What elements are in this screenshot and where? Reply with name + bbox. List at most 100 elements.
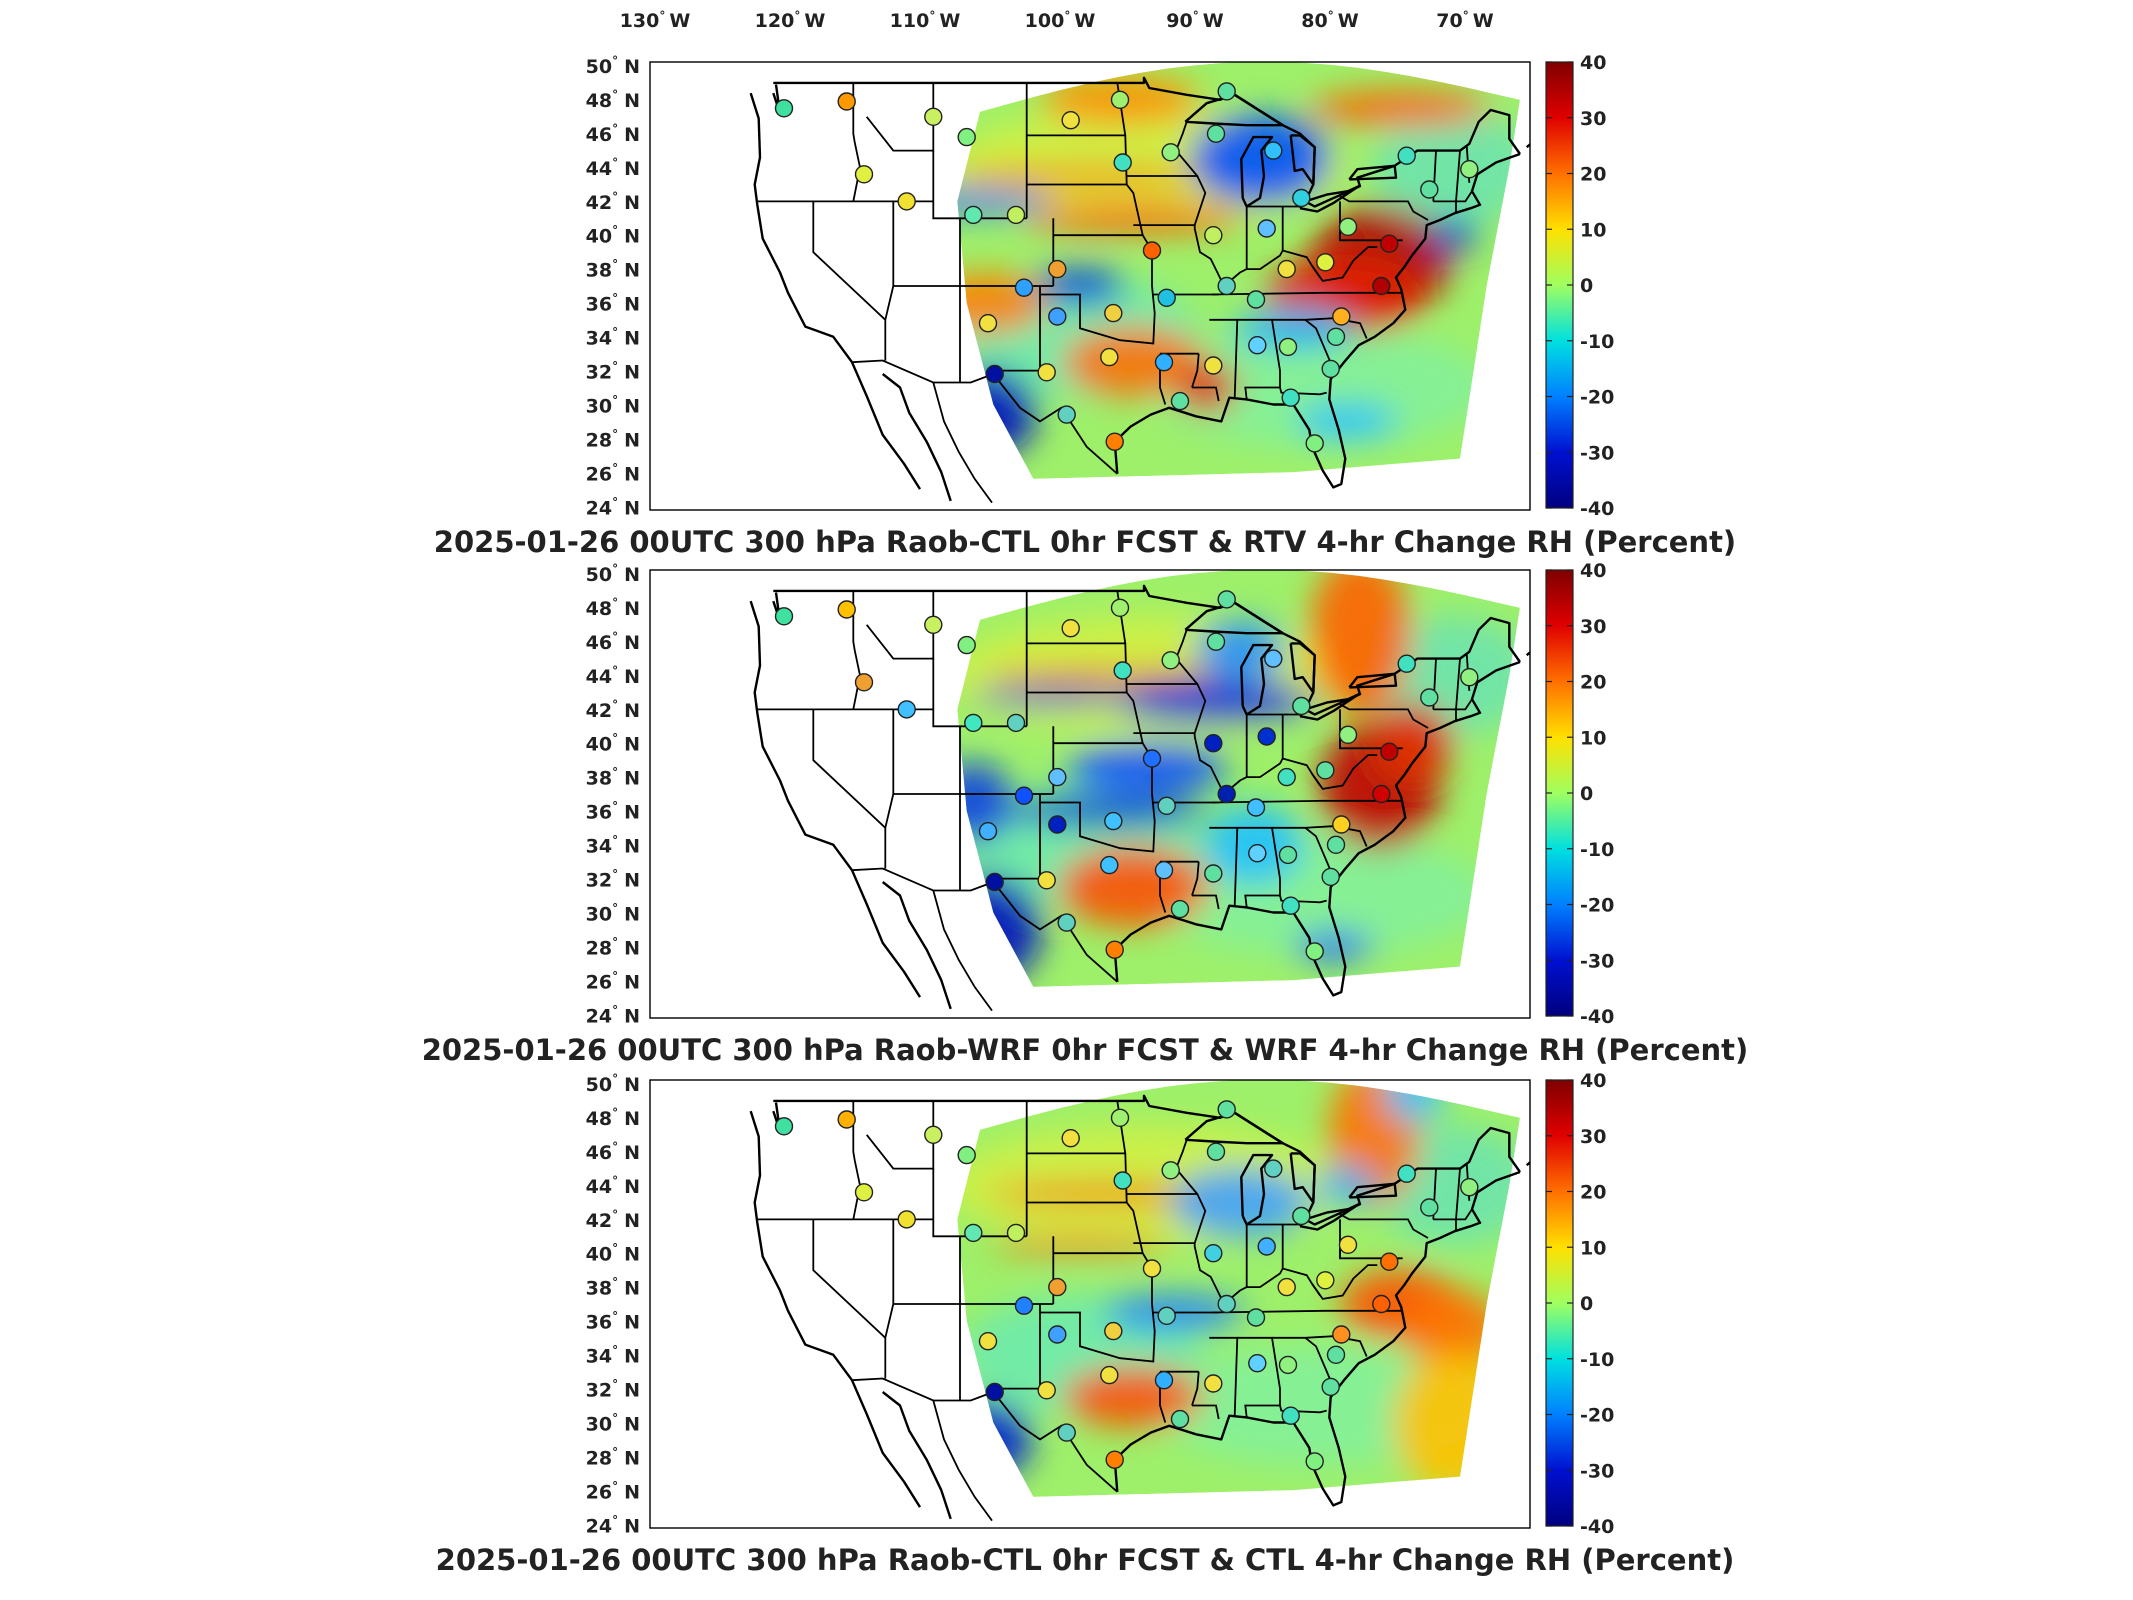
raob-station [1316,253,1335,272]
raob-station [1305,434,1324,453]
latitude-label: 26° N [586,461,640,485]
latitude-label: 28° N [586,935,640,959]
raob-station [1326,327,1346,346]
raob-station [1048,815,1067,834]
raob-station [897,192,916,211]
raob-station [1372,276,1391,296]
raob-station [1217,590,1236,609]
raob-station [1281,1406,1300,1425]
raob-station [1326,835,1346,854]
raob-station [1316,761,1335,780]
latitude-label: 24° N [586,1003,640,1027]
colorbar-tick-label: 20 [1580,164,1606,186]
latitude-label: 48° N [586,1106,640,1130]
colorbar-tick-label: -40 [1580,1006,1614,1028]
raob-station [1281,896,1300,915]
longitude-label: 80° W [1301,9,1358,32]
raob-station [1217,784,1236,804]
colorbar-tick-label: 30 [1580,108,1606,130]
raob-station [1420,688,1439,707]
rh-anomaly [986,667,1227,684]
raob-station [854,673,874,692]
raob-station [1206,632,1226,651]
raob-station [1014,278,1034,297]
map-frame [649,1079,1531,1529]
raob-station [1157,1306,1176,1326]
latitude-label: 46° N [586,630,640,654]
colorbar: 40 30 20 10 0 -10 -20 -30 -40 [1545,560,1614,1028]
raob-station [1161,1161,1180,1180]
latitude-label: 40° N [586,1242,640,1266]
latitude-label: 44° N [586,156,640,180]
raob-station [837,92,856,111]
raob-station [1246,1308,1266,1327]
colorbar-tick-label: -40 [1580,1516,1614,1538]
latitude-label: 32° N [586,1378,640,1402]
raob-station [1217,1294,1236,1314]
colorbar-tick-label: 0 [1580,275,1593,297]
colorbar-tick-label: -30 [1580,950,1614,972]
raob-station [1248,1353,1267,1373]
rh-anomaly [990,1236,1170,1253]
raob-station [964,713,983,733]
rh-anomaly [1190,114,1330,205]
raob-station [897,1210,916,1229]
raob-station [1204,864,1223,883]
panel-title: 2025-01-26 00UTC 300 hPa Raob-WRF 0hr FC… [422,1033,1749,1067]
rh-anomaly [1428,219,1479,252]
latitude-label: 34° N [586,1344,640,1368]
rh-anomaly [1170,1167,1310,1238]
map-frame [649,61,1531,511]
raob-station [1142,749,1162,768]
colorbar-tick-label: 10 [1580,727,1606,749]
rh-anomaly [957,762,1014,843]
latitude-label: 34° N [586,326,640,350]
rh-anomaly [1063,327,1204,398]
raob-station [1321,867,1340,887]
raob-station [1278,337,1298,357]
rh-anomaly [973,685,1134,706]
raob-station [964,205,983,225]
raob-station [1321,1377,1340,1397]
raob-station [1170,1409,1190,1429]
raob-stations [774,1100,1479,1471]
raob-station [1113,153,1132,172]
map-frame [649,569,1531,1019]
raob-station [1372,784,1391,804]
raob-station [1257,219,1276,238]
raob-station [1170,899,1190,919]
latitude-label: 28° N [586,427,640,451]
rh-anomaly [1066,743,1227,794]
raob-station [1277,767,1296,787]
latitude-labels: 50° N 48° N 46° N 44° N 42° N 40° N 38° N 36° N 34° N 32° N… [586,562,640,1027]
latitude-label: 50° N [586,562,640,586]
panel-rtv: 50° N 48° N 46° N 44° N 42° N 40° N 38° N 36° N 34° N 32° N… [434,52,1736,559]
raob-station [1264,1159,1283,1178]
panel-title: 2025-01-26 00UTC 300 hPa Raob-CTL 0hr FC… [434,525,1736,559]
raob-station [1277,1277,1296,1297]
colorbar-tick-label: 40 [1580,560,1606,582]
raob-station [1037,871,1056,890]
latitude-label: 38° N [586,258,640,282]
rh-anomaly [1310,569,1410,714]
rh-anomaly [1296,403,1397,440]
raob-station [1100,1365,1119,1385]
raob-station [1048,1325,1067,1344]
latitude-label: 30° N [586,1411,640,1435]
latitude-label: 32° N [586,868,640,892]
colorbar: 40 30 20 10 0 -10 -20 -30 -40 [1545,52,1614,520]
raob-station [897,700,916,719]
longitude-label: 70° W [1436,9,1493,32]
raob-station [1257,1237,1276,1256]
rh-anomaly [957,367,1037,458]
raob-station [1248,336,1267,355]
raob-station [1037,363,1056,382]
latitude-label: 42° N [586,190,640,214]
raob-station [1048,307,1067,326]
raob-station [1217,1100,1236,1119]
raob-station [1264,141,1283,160]
raob-station [1305,1452,1324,1471]
raob-station [1154,1370,1174,1390]
raob-station [1380,742,1399,761]
